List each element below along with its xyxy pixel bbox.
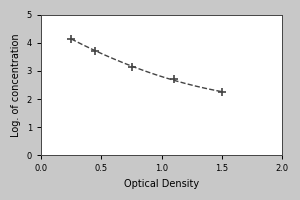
X-axis label: Optical Density: Optical Density <box>124 179 199 189</box>
Y-axis label: Log. of concentration: Log. of concentration <box>11 33 21 137</box>
